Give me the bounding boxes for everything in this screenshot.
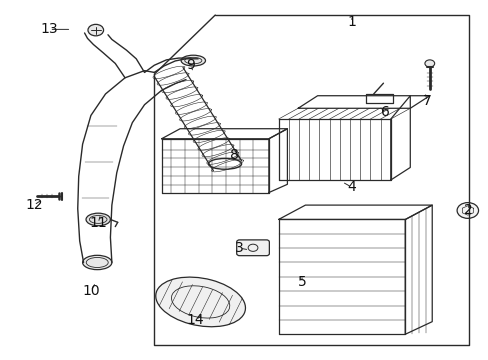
Text: 13: 13 [41,22,58,36]
FancyBboxPatch shape [236,240,269,256]
Ellipse shape [181,55,205,66]
Text: 14: 14 [186,313,204,327]
Ellipse shape [86,213,110,226]
Text: 6: 6 [381,105,389,119]
Text: 11: 11 [89,216,107,230]
Text: 1: 1 [346,15,355,29]
Text: 3: 3 [235,241,244,255]
Ellipse shape [82,255,112,270]
Text: 9: 9 [186,58,195,72]
Circle shape [88,24,103,36]
Text: 4: 4 [346,180,355,194]
Text: 10: 10 [82,284,100,298]
Text: 8: 8 [230,148,239,162]
Text: 12: 12 [25,198,42,212]
Circle shape [456,203,478,219]
Circle shape [424,60,434,67]
Text: 2: 2 [464,203,472,217]
Text: 5: 5 [297,275,306,289]
Text: 7: 7 [422,94,431,108]
Ellipse shape [156,277,245,327]
